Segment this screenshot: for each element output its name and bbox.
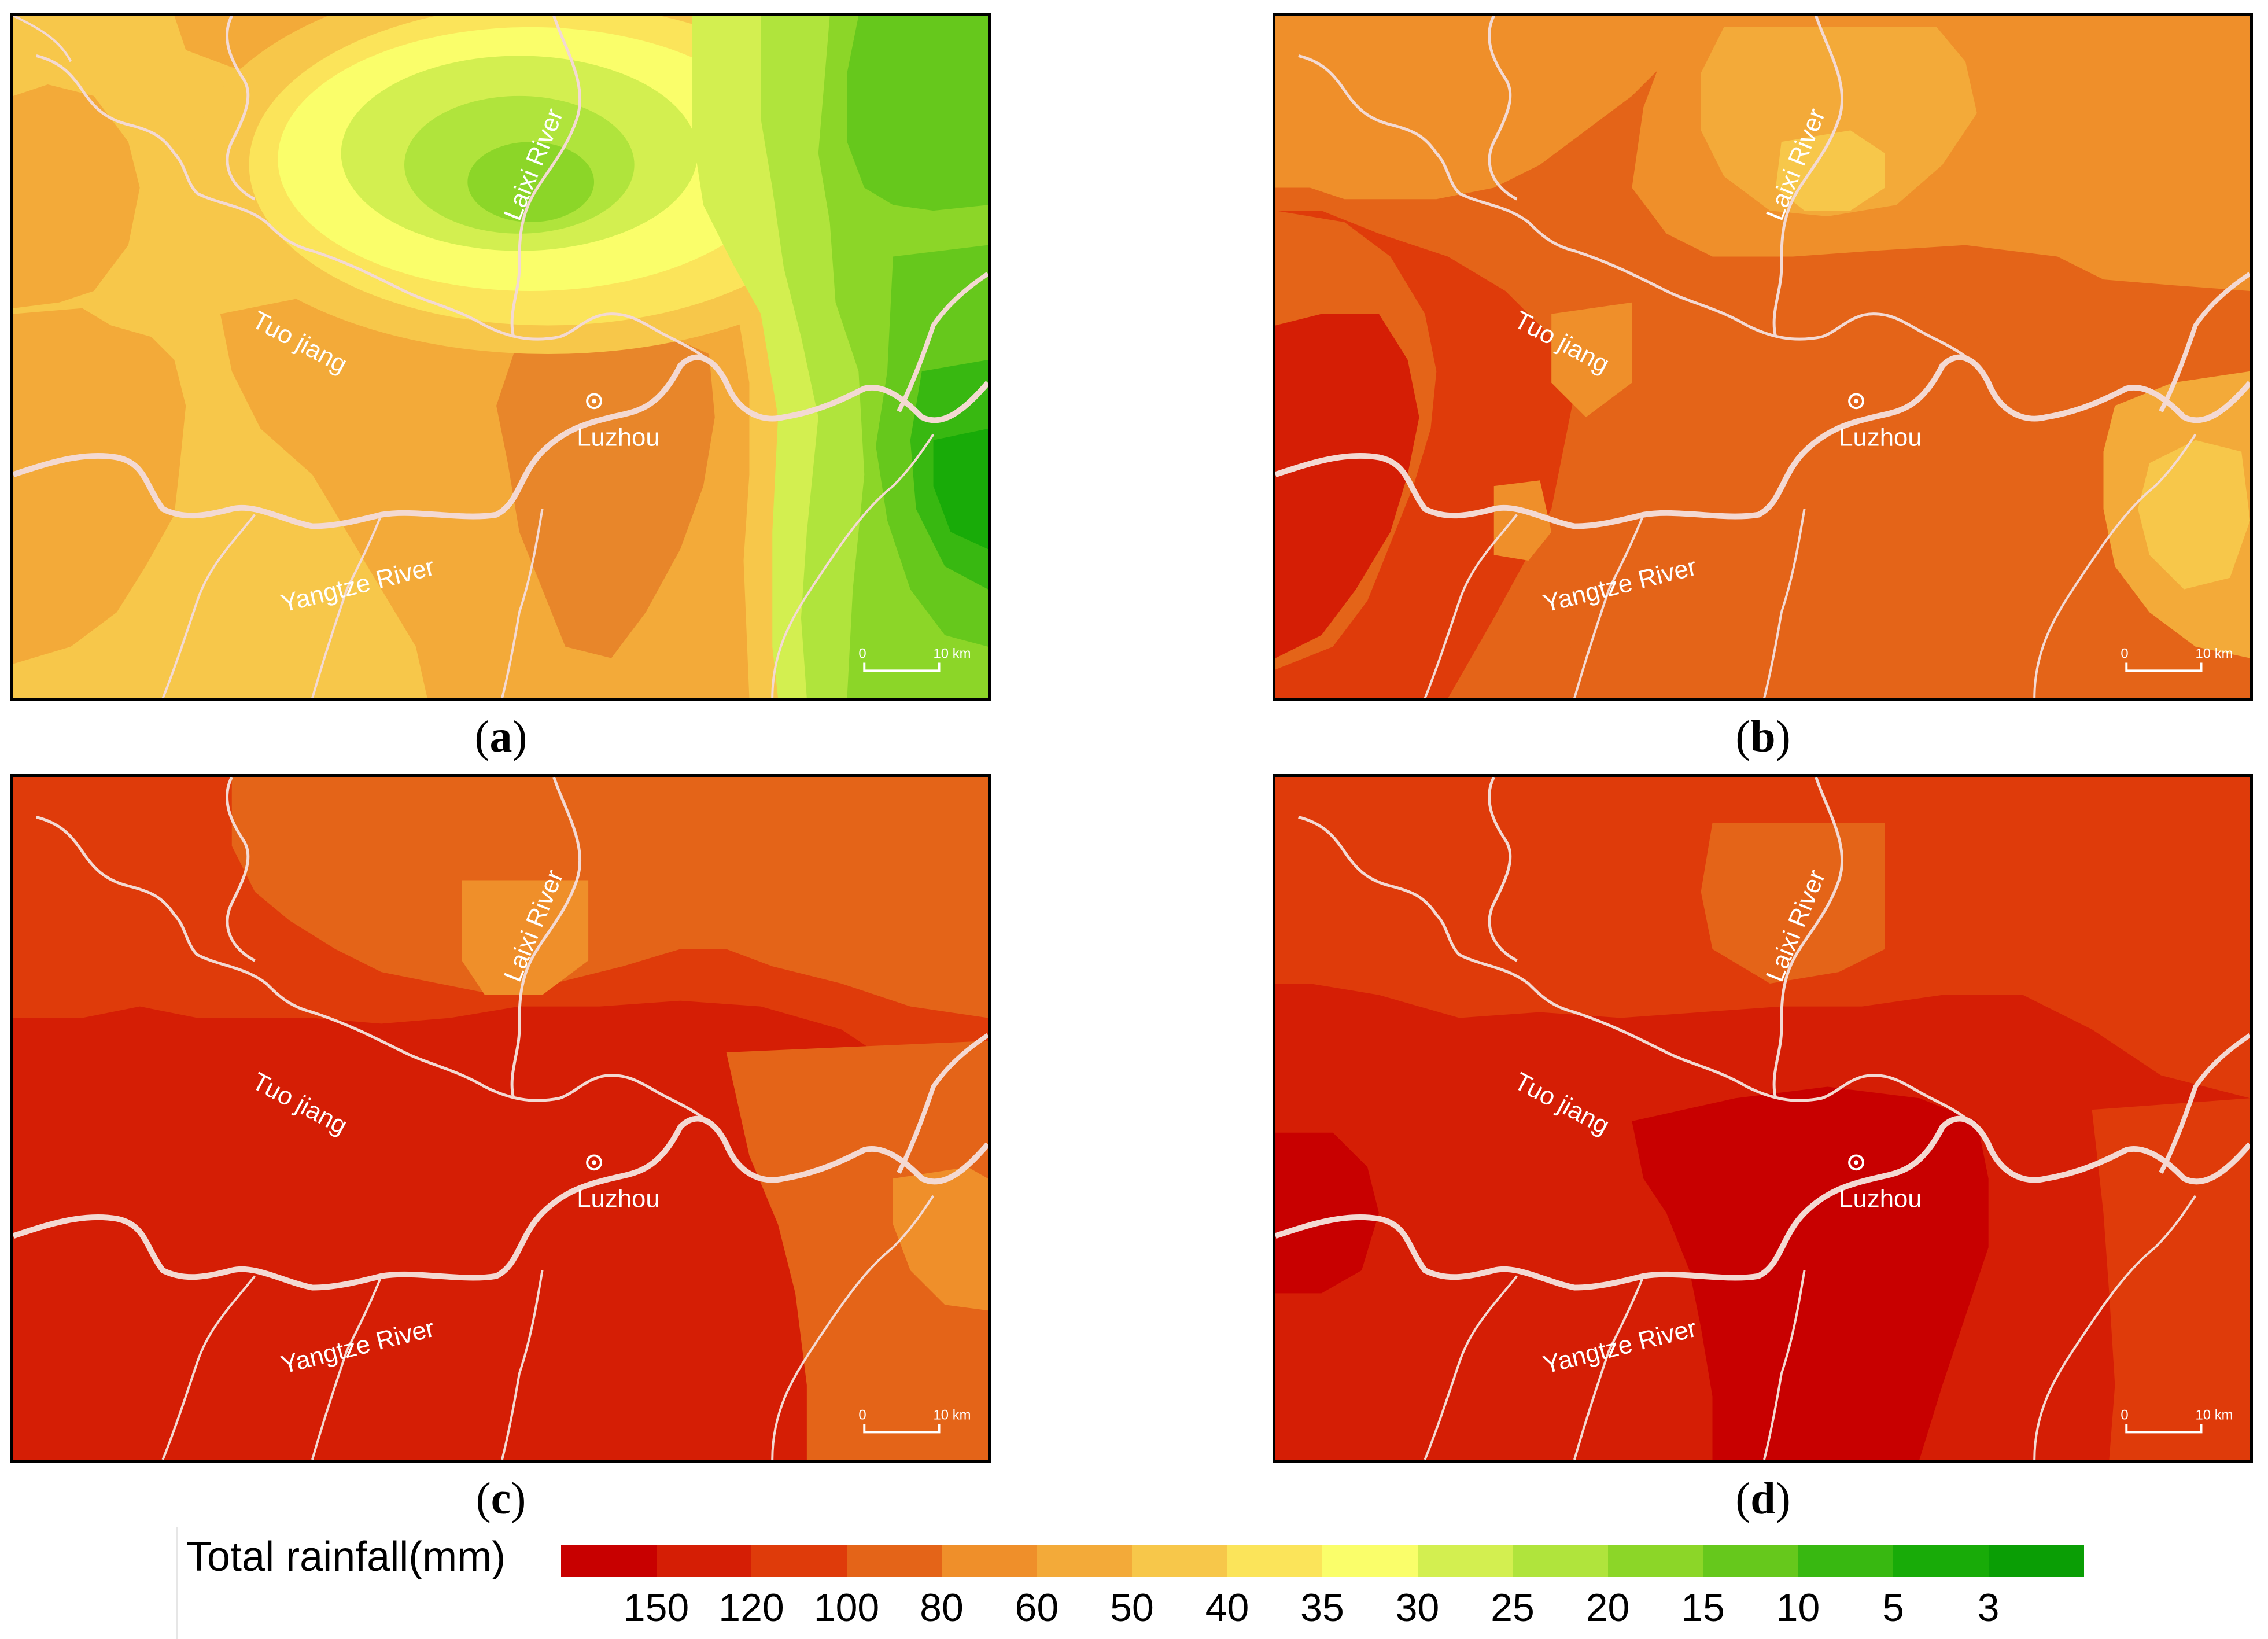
legend-title: Total rainfall(mm) — [186, 1534, 506, 1580]
legend-swatch — [846, 1545, 942, 1577]
legend-swatch — [1988, 1545, 2084, 1577]
scale-bar — [863, 1424, 941, 1434]
legend-swatch — [1798, 1545, 1894, 1577]
scale-zero-label: 0 — [2121, 646, 2128, 662]
legend-tick-label: 50 — [1110, 1586, 1154, 1630]
legend-swatch — [942, 1545, 1038, 1577]
legend-swatch — [1607, 1545, 1703, 1577]
scale-ten-label: 10 km — [934, 646, 971, 662]
legend-swatch — [656, 1545, 752, 1577]
legend-tick-label: 120 — [718, 1586, 784, 1630]
legend-tick-label: 35 — [1300, 1586, 1344, 1630]
legend-swatch — [1417, 1545, 1513, 1577]
legend-swatch — [1322, 1545, 1418, 1577]
scale-zero-label: 0 — [2121, 1408, 2128, 1423]
scale-zero-label: 0 — [858, 1408, 866, 1423]
legend-swatch — [1037, 1545, 1133, 1577]
legend-rule — [176, 1527, 178, 1639]
luzhou-label: Luzhou — [577, 423, 659, 452]
legend-tick-label: 80 — [920, 1586, 964, 1630]
luzhou-label: Luzhou — [1839, 1185, 1922, 1213]
legend-tick-label: 10 — [1776, 1586, 1820, 1630]
scale-zero-label: 0 — [858, 646, 866, 662]
scale-bar — [2125, 662, 2203, 672]
caption-b: (b) — [1735, 711, 1791, 761]
legend-swatch — [1132, 1545, 1228, 1577]
legend-swatch — [751, 1545, 847, 1577]
scale-bar — [863, 662, 941, 672]
legend-tick-label: 100 — [813, 1586, 880, 1630]
scale-ten-label: 10 km — [2196, 1408, 2233, 1423]
caption-c: (c) — [475, 1473, 526, 1523]
map-panel-c: Tuo jiang Laixi River Yangtze River Luzh… — [10, 774, 991, 1463]
legend-tick-label: 25 — [1491, 1586, 1535, 1630]
legend-tick-label: 20 — [1585, 1586, 1630, 1630]
legend-tick-label: 30 — [1395, 1586, 1440, 1630]
map-panel-a: Tuo jiang Laixi River Yangtze River Luzh… — [10, 13, 991, 701]
map-panel-b: Tuo jiang Laixi River Yangtze River Luzh… — [1273, 13, 2253, 701]
legend-tick-label: 150 — [623, 1586, 689, 1630]
scale-bar — [2125, 1424, 2203, 1434]
rainfall-map-c: Tuo jiang Laixi River Yangtze River Luzh… — [13, 777, 988, 1460]
luzhou-label: Luzhou — [577, 1185, 659, 1213]
rainfall-map-b: Tuo jiang Laixi River Yangtze River Luzh… — [1275, 16, 2250, 698]
legend-tick-label: 60 — [1015, 1586, 1059, 1630]
legend-swatch — [1893, 1545, 1989, 1577]
legend-swatch — [1703, 1545, 1799, 1577]
map-panel-d: Tuo jiang Laixi River Yangtze River Luzh… — [1273, 774, 2253, 1463]
legend-tick-label: 3 — [1977, 1586, 2000, 1630]
rainfall-map-d: Tuo jiang Laixi River Yangtze River Luzh… — [1275, 777, 2250, 1460]
legend-tick-label: 15 — [1681, 1586, 1725, 1630]
rainfall-map-a: Tuo jiang Laixi River Yangtze River Luzh… — [13, 16, 988, 698]
scale-ten-label: 10 km — [934, 1408, 971, 1423]
legend-swatch — [561, 1545, 657, 1577]
caption-d: (d) — [1735, 1473, 1791, 1523]
legend-swatch — [1227, 1545, 1323, 1577]
legend-tick-label: 5 — [1882, 1586, 1904, 1630]
legend-tick-label: 40 — [1205, 1586, 1249, 1630]
legend-swatch — [1513, 1545, 1609, 1577]
scale-ten-label: 10 km — [2196, 646, 2233, 662]
luzhou-label: Luzhou — [1839, 423, 1922, 452]
caption-a: (a) — [474, 711, 528, 761]
